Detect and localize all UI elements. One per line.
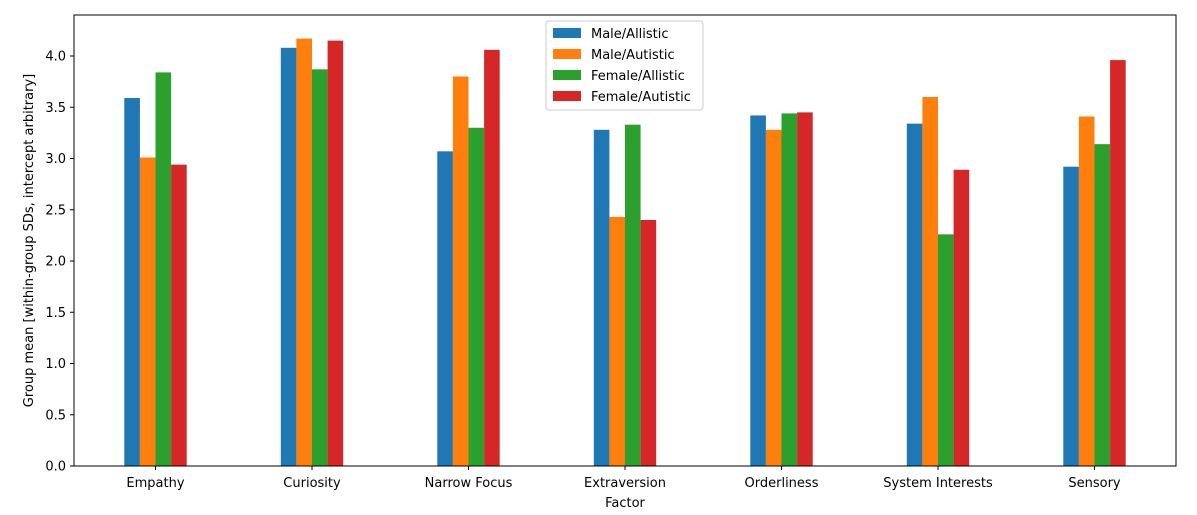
bar-female-allistic-system-interests	[938, 234, 954, 466]
bar-female-allistic-sensory	[1094, 144, 1111, 466]
y-tick-label: 1.5	[45, 306, 66, 321]
bar-female-allistic-extraversion	[625, 124, 641, 467]
bars-layer	[124, 38, 1126, 467]
bar-male-allistic-curiosity	[280, 47, 297, 467]
legend-swatch	[553, 70, 581, 80]
bar-male-autistic-extraversion	[609, 216, 625, 466]
bar-female-autistic-empathy	[171, 164, 187, 466]
x-tick-label: Extraversion	[584, 476, 666, 491]
legend-swatch	[553, 49, 581, 59]
legend-swatch	[553, 28, 581, 38]
bar-female-autistic-narrow-focus	[484, 49, 500, 466]
y-tick-label: 0.5	[45, 408, 66, 423]
bar-male-allistic-extraversion	[593, 129, 610, 467]
bar-male-allistic-empathy	[124, 98, 140, 467]
bar-male-autistic-narrow-focus	[452, 76, 469, 466]
ticks-layer: Empathy Curiosity Narrow Focus Extraversion…	[45, 50, 1121, 492]
y-axis-label: Group mean [within-group SDs, intercept …	[22, 74, 37, 407]
bar-male-autistic-empathy	[139, 157, 156, 466]
bar-female-autistic-curiosity	[327, 40, 344, 466]
legend-label: Male/Allistic	[591, 27, 669, 42]
bar-male-autistic-orderliness	[765, 129, 782, 467]
legend: Male/Allistic Male/Autistic Female/Allisti…	[545, 20, 704, 111]
x-tick-label: Curiosity	[283, 476, 341, 491]
bar-male-allistic-system-interests	[906, 123, 923, 467]
legend-swatch	[553, 91, 581, 101]
bar-male-allistic-narrow-focus	[437, 151, 453, 466]
bar-female-autistic-system-interests	[953, 169, 970, 466]
bar-female-allistic-empathy	[155, 72, 172, 467]
y-tick-label: 1.0	[45, 357, 66, 372]
bar-male-autistic-sensory	[1078, 116, 1095, 466]
bar-male-autistic-curiosity	[296, 38, 312, 466]
y-tick-label: 4.0	[45, 50, 66, 65]
bar-male-allistic-orderliness	[750, 115, 766, 466]
x-tick-label: Narrow Focus	[425, 476, 513, 491]
x-tick-label: Sensory	[1068, 476, 1121, 491]
x-tick-label: Orderliness	[745, 476, 819, 491]
y-tick-label: 3.0	[45, 152, 66, 167]
x-axis-label: Factor	[605, 496, 645, 511]
x-tick-label: System Interests	[883, 476, 993, 491]
bar-female-allistic-curiosity	[312, 69, 328, 466]
y-tick-label: 0.0	[45, 460, 66, 475]
legend-box	[545, 20, 704, 111]
y-tick-label: 2.5	[45, 203, 66, 218]
legend-label: Female/Allistic	[591, 69, 685, 84]
bar-female-allistic-orderliness	[781, 113, 798, 467]
bar-female-autistic-sensory	[1110, 60, 1126, 466]
legend-label: Male/Autistic	[591, 48, 675, 63]
bar-male-autistic-system-interests	[922, 97, 938, 466]
plot-frame	[73, 14, 1177, 467]
bar-male-allistic-sensory	[1063, 166, 1079, 466]
y-tick-label: 2.0	[45, 255, 66, 270]
x-tick-label: Empathy	[126, 476, 184, 491]
bar-female-allistic-narrow-focus	[468, 127, 485, 466]
bar-female-autistic-extraversion	[640, 220, 657, 466]
legend-label: Female/Autistic	[591, 90, 691, 105]
y-tick-label: 3.5	[45, 101, 66, 116]
bar-female-autistic-orderliness	[797, 112, 813, 466]
